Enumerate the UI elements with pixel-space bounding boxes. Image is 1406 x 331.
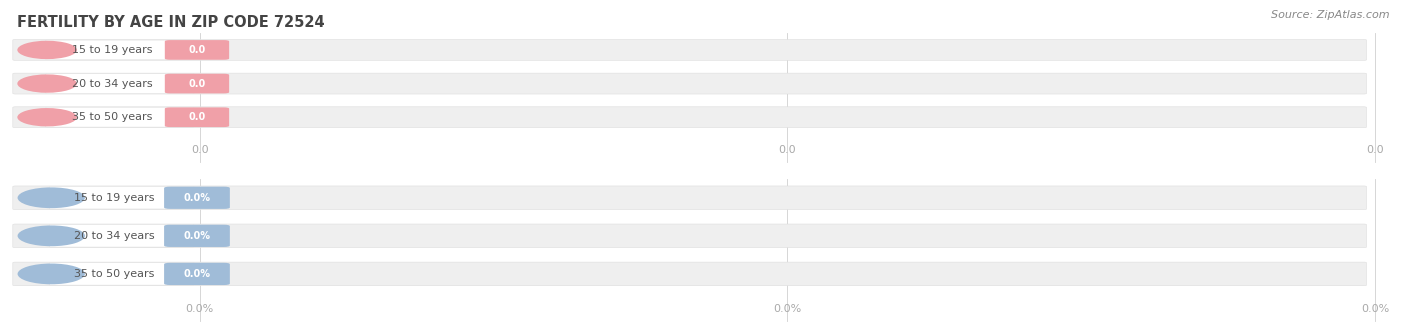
FancyBboxPatch shape (165, 225, 229, 247)
FancyBboxPatch shape (165, 263, 229, 285)
Text: 0.0%: 0.0% (186, 304, 214, 314)
Text: 0.0: 0.0 (1367, 145, 1384, 155)
FancyBboxPatch shape (46, 74, 194, 93)
Text: 0.0%: 0.0% (183, 231, 211, 241)
FancyBboxPatch shape (13, 73, 1367, 94)
Text: Source: ZipAtlas.com: Source: ZipAtlas.com (1271, 10, 1389, 20)
Ellipse shape (17, 225, 84, 246)
Text: 0.0%: 0.0% (183, 193, 211, 203)
FancyBboxPatch shape (49, 225, 194, 247)
FancyBboxPatch shape (165, 187, 229, 209)
FancyBboxPatch shape (165, 107, 229, 127)
FancyBboxPatch shape (46, 40, 194, 60)
Text: 35 to 50 years: 35 to 50 years (73, 112, 153, 122)
Text: 0.0%: 0.0% (183, 269, 211, 279)
FancyBboxPatch shape (13, 107, 1367, 128)
FancyBboxPatch shape (13, 39, 1367, 60)
FancyBboxPatch shape (49, 263, 194, 285)
FancyBboxPatch shape (165, 74, 229, 93)
FancyBboxPatch shape (165, 40, 229, 60)
FancyBboxPatch shape (46, 108, 194, 127)
Text: 0.0: 0.0 (188, 112, 205, 122)
Text: 20 to 34 years: 20 to 34 years (72, 78, 153, 89)
Text: 0.0%: 0.0% (1361, 304, 1389, 314)
Ellipse shape (17, 263, 84, 284)
FancyBboxPatch shape (49, 187, 194, 209)
Text: 0.0: 0.0 (779, 145, 796, 155)
Text: 0.0%: 0.0% (773, 304, 801, 314)
Text: FERTILITY BY AGE IN ZIP CODE 72524: FERTILITY BY AGE IN ZIP CODE 72524 (17, 15, 325, 30)
Ellipse shape (17, 74, 77, 93)
Ellipse shape (17, 187, 84, 208)
Text: 35 to 50 years: 35 to 50 years (75, 269, 155, 279)
Text: 0.0: 0.0 (188, 78, 205, 89)
Text: 20 to 34 years: 20 to 34 years (75, 231, 155, 241)
Text: 15 to 19 years: 15 to 19 years (75, 193, 155, 203)
Ellipse shape (17, 41, 77, 59)
Text: 15 to 19 years: 15 to 19 years (72, 45, 153, 55)
FancyBboxPatch shape (13, 224, 1367, 248)
Ellipse shape (17, 108, 77, 126)
FancyBboxPatch shape (13, 262, 1367, 286)
Text: 0.0: 0.0 (188, 45, 205, 55)
FancyBboxPatch shape (13, 186, 1367, 210)
Text: 0.0: 0.0 (191, 145, 208, 155)
